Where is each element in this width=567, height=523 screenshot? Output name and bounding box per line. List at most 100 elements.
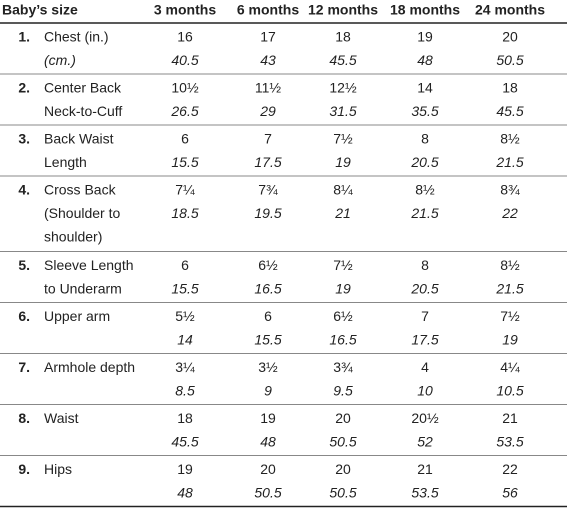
- row-number: 3.: [18, 131, 30, 147]
- cm-cell: 15.5: [171, 154, 198, 170]
- cm-cell: 21.5: [410, 205, 438, 221]
- inches-cell: 6½: [333, 308, 353, 324]
- inches-cell: 22: [502, 461, 518, 477]
- inches-cell: 19: [260, 410, 276, 426]
- row-label: Sleeve Length: [44, 257, 134, 273]
- cm-cell: 10: [417, 383, 433, 399]
- inches-cell: 20: [502, 29, 518, 45]
- inches-cell: 6: [181, 131, 189, 147]
- cm-cell: 17.5: [411, 332, 438, 348]
- cm-cell: 19: [335, 281, 351, 297]
- cm-cell: 20.5: [410, 154, 438, 170]
- cm-cell: 10.5: [496, 383, 523, 399]
- cm-cell: 48: [177, 485, 193, 501]
- row-label: Armhole depth: [44, 359, 135, 375]
- cm-cell: 48: [417, 52, 433, 68]
- cm-cell: 9: [264, 383, 272, 399]
- inches-cell: 7: [421, 308, 429, 324]
- row-label: Length: [44, 154, 87, 170]
- inches-cell: 11½: [255, 80, 282, 96]
- inches-cell: 4: [421, 359, 429, 375]
- unit-label: (cm.): [44, 52, 76, 68]
- cm-cell: 21: [334, 205, 351, 221]
- inches-cell: 8½: [500, 131, 520, 147]
- cm-cell: 45.5: [496, 103, 523, 119]
- row-number: 1.: [18, 29, 30, 45]
- inches-cell: 8¾: [500, 182, 520, 198]
- inches-cell: 10½: [171, 80, 199, 96]
- inches-cell: 20: [335, 461, 351, 477]
- inches-cell: 7¾: [258, 182, 278, 198]
- row-label: Chest (in.): [44, 29, 109, 45]
- cm-cell: 43: [260, 52, 276, 68]
- cm-cell: 50.5: [329, 434, 356, 450]
- inches-cell: 7½: [333, 131, 353, 147]
- inches-cell: 20: [335, 410, 351, 426]
- cm-cell: 26.5: [170, 103, 198, 119]
- column-header: 6 months: [237, 2, 299, 18]
- cm-cell: 9.5: [333, 383, 353, 399]
- cm-cell: 15.5: [254, 332, 281, 348]
- column-header: 24 months: [475, 2, 545, 18]
- cm-cell: 20.5: [410, 281, 438, 297]
- cm-cell: 19: [502, 332, 518, 348]
- cm-cell: 16.5: [329, 332, 356, 348]
- cm-cell: 15.5: [171, 281, 198, 297]
- cm-cell: 48: [260, 434, 276, 450]
- cm-cell: 8.5: [175, 383, 195, 399]
- cm-cell: 29: [259, 103, 276, 119]
- inches-cell: 7½: [500, 308, 520, 324]
- column-header: 12 months: [308, 2, 378, 18]
- row-number: 5.: [18, 257, 30, 273]
- row-number: 2.: [18, 80, 30, 96]
- cm-cell: 31.5: [329, 103, 356, 119]
- inches-cell: 6: [264, 308, 272, 324]
- cm-cell: 18.5: [171, 205, 198, 221]
- inches-cell: 21: [417, 461, 433, 477]
- inches-cell: 21: [502, 410, 518, 426]
- cm-cell: 40.5: [171, 52, 198, 68]
- cm-cell: 52: [417, 434, 433, 450]
- inches-cell: 17: [260, 29, 276, 45]
- row-number: 9.: [18, 461, 30, 477]
- inches-cell: 8¼: [333, 182, 353, 198]
- inches-cell: 7½: [333, 257, 353, 273]
- inches-cell: 3¼: [175, 359, 195, 375]
- row-label: Cross Back: [44, 182, 117, 198]
- inches-cell: 3½: [258, 359, 278, 375]
- inches-cell: 20½: [411, 410, 439, 426]
- row-label: (Shoulder to: [44, 205, 120, 221]
- cm-cell: 22: [501, 205, 518, 221]
- inches-cell: 8: [421, 131, 429, 147]
- row-label: Upper arm: [44, 308, 110, 324]
- cm-cell: 19: [335, 154, 351, 170]
- cm-cell: 35.5: [411, 103, 438, 119]
- row-label: Back Waist: [44, 131, 114, 147]
- row-number: 4.: [18, 182, 30, 198]
- cm-cell: 50.5: [496, 52, 523, 68]
- inches-cell: 4¼: [500, 359, 520, 375]
- inches-cell: 20: [260, 461, 276, 477]
- column-header: 18 months: [390, 2, 460, 18]
- inches-cell: 8: [421, 257, 429, 273]
- row-label: Waist: [44, 410, 79, 426]
- column-header: 3 months: [154, 2, 216, 18]
- inches-cell: 19: [177, 461, 193, 477]
- inches-cell: 6½: [258, 257, 278, 273]
- table-title: Baby’s size: [2, 2, 78, 18]
- cm-cell: 14: [177, 332, 193, 348]
- inches-cell: 18: [177, 410, 193, 426]
- inches-cell: 5½: [175, 308, 195, 324]
- cm-cell: 53.5: [411, 485, 438, 501]
- cm-cell: 50.5: [329, 485, 356, 501]
- row-label: shoulder): [44, 229, 102, 245]
- row-number: 6.: [18, 308, 30, 324]
- inches-cell: 18: [502, 80, 518, 96]
- cm-cell: 45.5: [329, 52, 356, 68]
- row-label: Hips: [44, 461, 72, 477]
- row-number: 8.: [18, 410, 30, 426]
- row-number: 7.: [18, 359, 30, 375]
- cm-cell: 53.5: [496, 434, 523, 450]
- cm-cell: 21.5: [495, 154, 523, 170]
